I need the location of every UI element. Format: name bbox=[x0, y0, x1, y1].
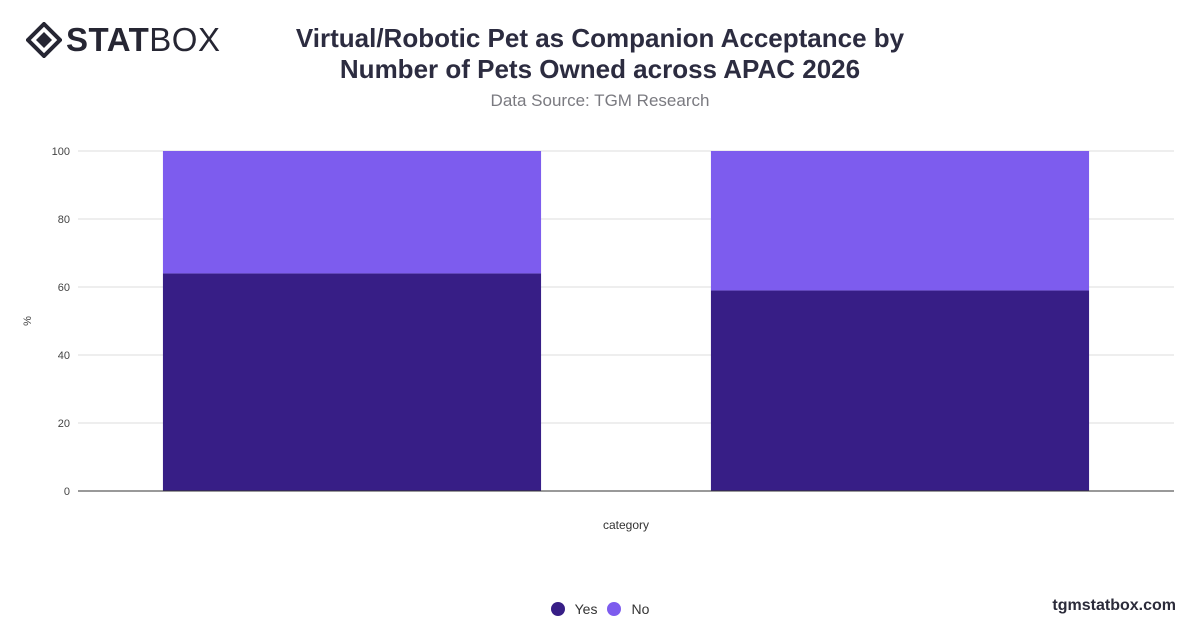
y-tick-label-0: 0 bbox=[64, 486, 70, 498]
bar-yes-2 bbox=[710, 290, 1090, 491]
logo-wordmark: STATBOX bbox=[66, 22, 220, 58]
chart-legend: Yes No bbox=[0, 601, 1200, 617]
bar-no-1 bbox=[162, 151, 542, 274]
legend-swatch-no bbox=[607, 602, 622, 616]
logo-wordmark-light: BOX bbox=[149, 21, 221, 58]
footer-site-link[interactable]: tgmstatbox.com bbox=[1052, 597, 1176, 614]
y-axis-title: % bbox=[22, 316, 34, 326]
statbox-logo: STATBOX bbox=[26, 22, 220, 58]
y-tick-label-100: 100 bbox=[52, 146, 70, 158]
y-tick-label-60: 60 bbox=[58, 282, 70, 294]
x-axis-title: category bbox=[603, 518, 649, 532]
bar-yes-1 bbox=[162, 273, 542, 491]
legend-item-yes[interactable]: Yes bbox=[550, 601, 598, 617]
chart-title: Virtual/Robotic Pet as Companion Accepta… bbox=[295, 23, 905, 84]
legend-label-yes: Yes bbox=[574, 601, 598, 617]
logo-wordmark-bold: STAT bbox=[66, 21, 150, 58]
y-tick-label-20: 20 bbox=[58, 418, 70, 430]
chart-subtitle: Data Source: TGM Research bbox=[490, 91, 710, 110]
bar-no-2 bbox=[710, 151, 1090, 291]
y-tick-label-80: 80 bbox=[58, 214, 70, 226]
legend-item-no[interactable]: No bbox=[607, 601, 649, 617]
diamond-logo-icon bbox=[26, 22, 62, 58]
legend-label-no: No bbox=[631, 601, 650, 617]
y-tick-label-40: 40 bbox=[58, 350, 70, 362]
legend-swatch-yes bbox=[550, 602, 565, 616]
